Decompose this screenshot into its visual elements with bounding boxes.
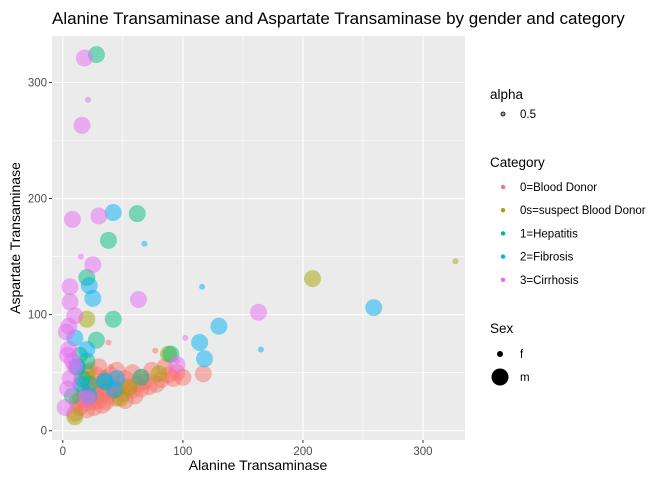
legend-sex-m-label: m <box>520 372 530 384</box>
data-point <box>108 369 126 387</box>
data-point <box>73 116 91 134</box>
data-point <box>78 340 96 358</box>
data-point <box>63 210 81 228</box>
y-tick-label: 300 <box>28 77 47 89</box>
data-point <box>56 398 74 416</box>
data-point <box>174 368 192 386</box>
legend-category-label: 0=Blood Donor <box>520 182 597 194</box>
data-point <box>257 346 264 353</box>
data-point <box>99 231 117 249</box>
legend: alpha 0.5 Category 0=Blood Donor 0s=suspe… <box>490 87 646 386</box>
chart-title: Alanine Transaminase and Aspartate Trans… <box>52 9 625 28</box>
legend-category-label: 1=Hepatitis <box>520 228 578 240</box>
data-point <box>104 203 122 221</box>
y-tick-label: 100 <box>28 310 47 322</box>
data-point <box>365 299 383 317</box>
data-point <box>168 356 186 374</box>
data-point <box>195 350 213 368</box>
legend-sex-m-key <box>491 368 509 386</box>
data-point <box>132 368 150 386</box>
data-point <box>210 317 228 335</box>
data-points <box>56 46 459 426</box>
legend-category-label: 3=Cirrhosis <box>520 275 579 287</box>
data-point <box>75 49 93 67</box>
data-point <box>61 293 79 311</box>
legend-sex-f-label: f <box>520 349 524 361</box>
data-point <box>129 291 147 309</box>
data-point <box>104 310 122 328</box>
y-axis-title: Aspartate Transaminase <box>7 162 23 314</box>
legend-category-key <box>500 231 506 236</box>
data-point <box>191 333 209 351</box>
axis-ticks: 0 100 200 300 0 100 200 300 <box>28 77 433 458</box>
data-point <box>304 270 322 288</box>
data-point <box>152 347 159 354</box>
legend-category-title: Category <box>490 155 545 170</box>
legend-category-label: 0s=suspect Blood Donor <box>520 205 646 217</box>
data-point <box>194 365 212 383</box>
x-axis-title: Alanine Transaminase <box>189 457 328 473</box>
legend-sex-title: Sex <box>490 321 514 336</box>
data-point <box>90 207 108 225</box>
data-point <box>80 277 98 295</box>
x-tick-label: 100 <box>173 446 192 458</box>
legend-sex-f-key <box>497 351 503 357</box>
data-point <box>150 365 168 383</box>
data-point <box>199 283 206 290</box>
legend-category-key <box>500 254 506 259</box>
data-point <box>141 240 148 247</box>
data-point <box>57 323 75 341</box>
legend-category-key <box>500 277 506 282</box>
data-point <box>84 289 102 307</box>
x-tick-label: 0 <box>60 446 66 458</box>
legend-alpha-title: alpha <box>490 87 524 102</box>
x-tick-label: 300 <box>413 446 432 458</box>
data-point <box>182 334 189 341</box>
data-point <box>84 256 102 274</box>
gridlines <box>52 36 465 440</box>
data-point <box>85 96 92 103</box>
legend-category-key <box>500 208 506 213</box>
data-point <box>59 380 77 398</box>
legend-category-key <box>500 184 506 190</box>
data-point <box>61 278 79 296</box>
data-point <box>452 258 459 265</box>
y-tick-label: 0 <box>41 426 47 438</box>
data-point <box>77 253 84 260</box>
legend-alpha-key <box>500 111 506 117</box>
y-tick-label: 200 <box>28 194 47 206</box>
data-point <box>128 205 146 223</box>
legend-category-entries: 0=Blood Donor 0s=suspect Blood Donor 1=Hep… <box>500 182 646 287</box>
data-point <box>78 389 96 407</box>
data-point <box>250 303 267 321</box>
legend-alpha-label: 0.5 <box>520 109 536 121</box>
legend-category-label: 2=Fibrosis <box>520 252 574 264</box>
data-point <box>105 339 112 346</box>
x-tick-label: 200 <box>293 446 312 458</box>
